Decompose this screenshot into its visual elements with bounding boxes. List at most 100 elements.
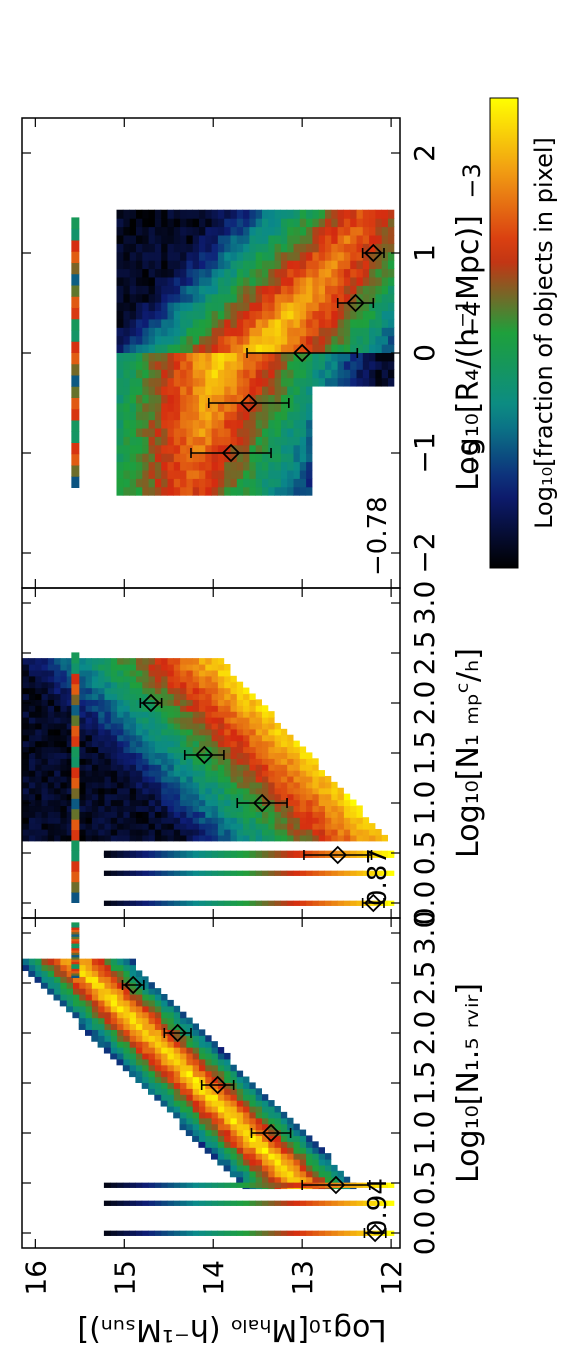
heatmap-cell <box>103 687 111 695</box>
heatmap-cell <box>116 746 124 753</box>
heatmap-cell <box>261 1164 269 1172</box>
heatmap-cell <box>198 717 206 724</box>
heatmap-cell <box>267 775 275 783</box>
heatmap-cell <box>204 687 212 695</box>
heatmap-cell <box>349 209 357 219</box>
heatmap-cell <box>248 461 256 471</box>
heatmap-cell <box>122 243 130 253</box>
heatmap-cell <box>173 664 181 671</box>
heatmap-cell <box>355 829 363 836</box>
heatmap-cell <box>154 1029 162 1036</box>
heatmap-cell <box>255 900 263 906</box>
heatmap-cell <box>330 781 338 789</box>
heatmap-cell <box>179 251 187 261</box>
heatmap-cell <box>154 1005 162 1013</box>
heatmap-cell <box>141 1035 149 1042</box>
heatmap-cell <box>122 1011 130 1019</box>
heatmap-cell <box>261 436 269 446</box>
heatmap-cell <box>40 675 48 683</box>
heatmap-cell <box>261 850 269 856</box>
heatmap-cell <box>71 273 80 286</box>
heatmap-cell <box>85 705 92 712</box>
heatmap-cell <box>229 1182 237 1188</box>
heatmap-cell <box>217 209 225 219</box>
heatmap-cell <box>122 829 130 836</box>
heatmap-cell <box>154 793 162 801</box>
heatmap-cell <box>261 385 269 395</box>
heatmap-cell <box>305 377 313 387</box>
heatmap-cell <box>355 823 363 830</box>
heatmap-cell <box>330 787 338 795</box>
heatmap-cell <box>223 740 231 748</box>
heatmap-cell <box>362 344 370 353</box>
heatmap-cell <box>299 775 307 783</box>
heatmap-cell <box>154 394 162 404</box>
heatmap-cell <box>217 1159 225 1166</box>
heatmap-cell <box>179 711 187 718</box>
heatmap-cell <box>110 658 118 665</box>
heatmap-cell <box>362 218 370 228</box>
heatmap-cell <box>122 1041 130 1048</box>
heatmap-cell <box>274 829 281 836</box>
heatmap-cell <box>217 900 225 906</box>
heatmap-cell <box>85 970 92 977</box>
heatmap-cell <box>47 734 55 742</box>
heatmap-cell <box>286 234 294 244</box>
heatmap-cell <box>255 461 263 471</box>
heatmap-cell <box>267 411 275 421</box>
heatmap-cell <box>59 722 67 730</box>
heatmap-cell <box>229 1129 237 1137</box>
heatmap-cell <box>368 344 376 353</box>
heatmap-cell <box>229 1123 237 1131</box>
heatmap-cell <box>248 377 256 387</box>
heatmap-cell <box>173 758 181 765</box>
heatmap-cell <box>66 699 73 706</box>
heatmap-cell <box>78 734 86 742</box>
heatmap-cell <box>229 711 237 718</box>
heatmap-cell <box>280 427 288 437</box>
heatmap-cell <box>236 453 244 463</box>
heatmap-cell <box>242 711 250 718</box>
heatmap-cell <box>381 360 389 370</box>
heatmap-cell <box>173 285 181 295</box>
heatmap-cell <box>349 318 357 328</box>
heatmap-cell <box>343 243 351 253</box>
heatmap-cell <box>324 335 332 345</box>
heatmap-cell <box>135 817 143 824</box>
heatmap-cell <box>34 746 42 753</box>
heatmap-cell <box>242 1141 250 1148</box>
heatmap-cell <box>185 385 193 395</box>
heatmap-cell <box>148 1200 155 1206</box>
heatmap-cell <box>148 1035 155 1042</box>
heatmap-cell <box>374 310 382 320</box>
heatmap-cell <box>255 1159 263 1166</box>
heatmap-cell <box>267 1105 275 1113</box>
heatmap-cell <box>22 717 29 724</box>
heatmap-cell <box>318 226 326 236</box>
heatmap-cell <box>211 226 218 236</box>
heatmap-cell <box>318 870 326 876</box>
heatmap-cell <box>217 834 225 842</box>
heatmap-cell <box>59 787 67 795</box>
x-tick-label: 1.5 <box>408 1061 441 1106</box>
heatmap-cell <box>141 310 149 320</box>
heatmap-cell <box>116 427 124 437</box>
heatmap-cell <box>192 1100 200 1107</box>
heatmap-cell <box>274 746 281 753</box>
x-axis-label-r4: Log₁₀[R₄/(h⁻¹Mpc)] <box>451 215 486 491</box>
heatmap-cell <box>166 436 174 446</box>
heatmap-cell <box>97 664 105 671</box>
heatmap-cell <box>229 728 237 736</box>
heatmap-cell <box>229 740 237 748</box>
heatmap-cell <box>198 411 206 421</box>
heatmap-cell <box>198 226 206 236</box>
heatmap-cell <box>318 293 326 303</box>
heatmap-cell <box>135 209 143 219</box>
heatmap-cell <box>91 982 99 989</box>
heatmap-cell <box>242 775 250 783</box>
heatmap-cell <box>129 1005 137 1013</box>
heatmap-cell <box>154 218 162 228</box>
heatmap-cell <box>97 734 105 742</box>
heatmap-cell <box>387 276 395 286</box>
heatmap-cell <box>71 652 80 664</box>
